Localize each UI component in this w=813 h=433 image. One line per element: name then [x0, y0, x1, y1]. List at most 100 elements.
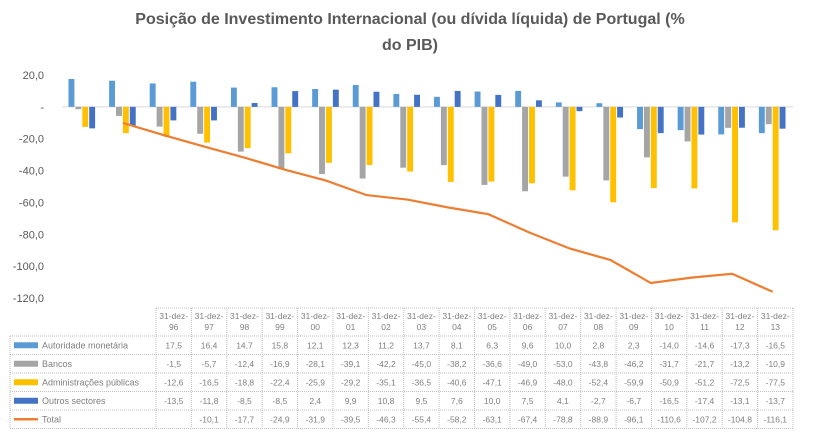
table-cell: -45,0	[412, 359, 432, 369]
category-label: 09	[629, 322, 639, 332]
table-cell: -16,5	[199, 377, 219, 387]
bar-administrações-públicas	[569, 106, 576, 191]
table-cell: -28,1	[306, 359, 326, 369]
table-cell: -50,9	[659, 377, 679, 387]
table-cell: -6,7	[626, 396, 641, 406]
table-cell: -8,5	[273, 396, 288, 406]
category-label: 31-dez-	[690, 311, 719, 321]
table-cell: -72,5	[730, 377, 750, 387]
table-cell: -10,1	[199, 414, 219, 424]
y-tick-label: -40,0	[19, 166, 44, 178]
category-label: 31-dez-	[549, 311, 578, 321]
category-label: 12	[735, 322, 745, 332]
bar-autoridade-monetária	[312, 89, 319, 107]
table-cell: -10,9	[766, 359, 786, 369]
bar-bancos	[400, 106, 407, 168]
bar-bancos	[684, 106, 691, 142]
table-cell: -13,7	[766, 396, 786, 406]
table-cell: 13,7	[413, 340, 430, 350]
chart-title-line-1: Posição de Investimento Internacional (o…	[135, 11, 684, 28]
table-cell: -39,1	[341, 359, 361, 369]
bar-administrações-públicas	[407, 106, 414, 172]
table-cell: -5,7	[202, 359, 217, 369]
chart-title-line-2: do PIB)	[382, 37, 438, 54]
bar-administrações-públicas	[447, 106, 454, 182]
table-cell: -16,9	[270, 359, 290, 369]
bar-administrações-públicas	[163, 106, 170, 137]
bar-bancos	[197, 106, 204, 134]
table-cell: 2,4	[309, 396, 321, 406]
table-cell: 9,6	[522, 340, 534, 350]
table-cell: -104,8	[728, 414, 752, 424]
table-cell: -16,5	[766, 340, 786, 350]
table-cell: 15,8	[272, 340, 289, 350]
bars	[68, 78, 786, 231]
total-line	[122, 121, 774, 293]
total-line-path	[122, 121, 774, 293]
series-label: Autoridade monetária	[42, 340, 128, 350]
bar-administrações-públicas	[244, 106, 251, 149]
category-label: 31-dez-	[230, 311, 259, 321]
y-axis: 20,0 - -20,0 -40,0 -60,0 -80,0 -100,0 -120,0	[13, 70, 793, 305]
bar-bancos	[765, 106, 772, 125]
bar-outros-sectores	[576, 106, 583, 112]
table-cell: -21,7	[695, 359, 715, 369]
table-cell: -31,9	[306, 414, 326, 424]
table-cell: 16,4	[201, 340, 218, 350]
bar-bancos	[481, 106, 488, 185]
table-cell: -29,2	[341, 377, 361, 387]
category-label: 03	[417, 322, 427, 332]
category-label: 02	[381, 322, 391, 332]
bar-autoridade-monetária	[677, 106, 684, 131]
bar-outros-sectores	[251, 103, 258, 107]
category-label: 31-dez-	[761, 311, 790, 321]
table-cell: -46,3	[376, 414, 396, 424]
table-cell: 7,5	[522, 396, 534, 406]
bar-administrações-públicas	[732, 106, 738, 223]
table-cell: -39,5	[341, 414, 361, 424]
bar-autoridade-monetária	[515, 90, 522, 107]
table-cell: -36,5	[412, 377, 432, 387]
bar-autoridade-monetária	[271, 87, 278, 107]
table-cell: -13,5	[164, 396, 184, 406]
category-label: 31-dez-	[301, 311, 330, 321]
category-label: 31-dez-	[265, 311, 294, 321]
category-label: 31-dez-	[407, 311, 436, 321]
table-cell: -18,8	[235, 377, 255, 387]
table-cell: 10,0	[484, 396, 501, 406]
y-tick-label: -120,0	[13, 293, 44, 305]
table-cell: -24,9	[270, 414, 290, 424]
table-cell: 11,2	[378, 340, 394, 350]
table-cell: -13,2	[730, 359, 750, 369]
bar-outros-sectores	[617, 106, 624, 118]
table-cell: 6,3	[486, 340, 498, 350]
y-tick-label: 20,0	[23, 70, 44, 82]
table-cell: -22,4	[270, 377, 290, 387]
category-label: 31-dez-	[726, 311, 755, 321]
bar-outros-sectores	[454, 90, 461, 107]
category-label: 31-dez-	[584, 311, 613, 321]
series-label: Administrações públicas	[42, 377, 140, 387]
category-label: 10	[664, 322, 674, 332]
bar-autoridade-monetária	[718, 106, 725, 135]
category-label: 31-dez-	[336, 311, 365, 321]
table-cell: -31,7	[659, 359, 679, 369]
bar-autoridade-monetária	[637, 106, 643, 130]
bar-administrações-públicas	[325, 106, 332, 163]
bar-bancos	[359, 106, 366, 179]
table-cell: -11,8	[200, 396, 219, 406]
bar-administrações-públicas	[285, 106, 292, 154]
bar-outros-sectores	[414, 94, 421, 107]
category-label: 07	[558, 322, 568, 332]
bar-autoridade-monetária	[68, 78, 75, 107]
table-cell: -107,2	[692, 414, 716, 424]
table-cell: -96,1	[624, 414, 644, 424]
table-cell: -2,7	[591, 396, 606, 406]
table-cell: -55,4	[412, 414, 432, 424]
y-tick-label: -80,0	[19, 229, 44, 241]
bar-administrações-públicas	[204, 106, 211, 143]
category-label: 04	[452, 322, 462, 332]
table-cell: 4,1	[557, 396, 569, 406]
bar-outros-sectores	[89, 106, 96, 129]
table-cell: 12,1	[307, 340, 324, 350]
